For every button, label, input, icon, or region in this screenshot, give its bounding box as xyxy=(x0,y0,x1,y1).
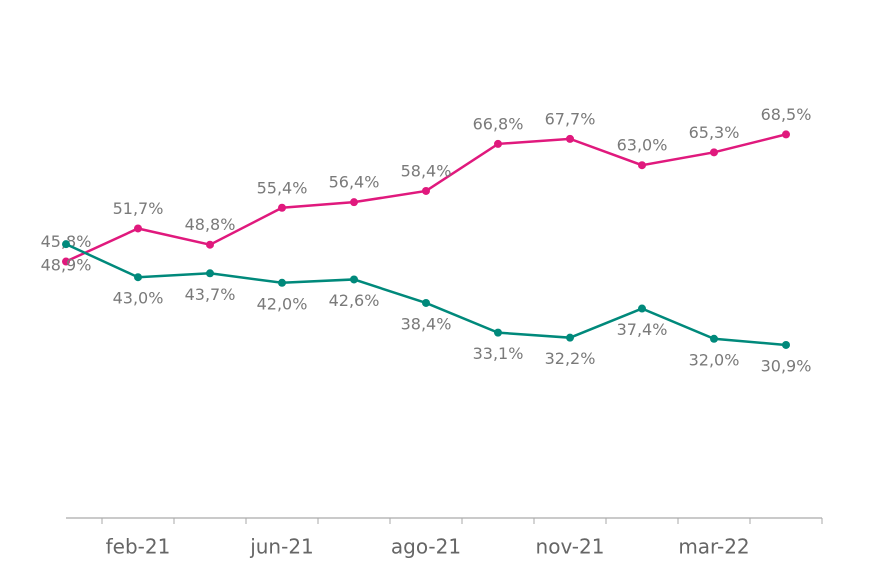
value-label: 66,8% xyxy=(473,114,524,133)
point xyxy=(638,161,646,170)
value-label: 48,9% xyxy=(41,256,92,275)
x-tick-label: ago-21 xyxy=(391,535,461,559)
value-label: 68,5% xyxy=(761,105,812,124)
point xyxy=(206,240,214,249)
value-label: 58,4% xyxy=(401,161,452,180)
point xyxy=(710,148,718,157)
value-label: 33,1% xyxy=(473,344,524,363)
value-label: 56,4% xyxy=(329,173,380,192)
x-tick-label: feb-21 xyxy=(106,535,171,559)
value-label: 43,0% xyxy=(113,289,164,308)
value-label: 38,4% xyxy=(401,314,452,333)
x-tick-label: nov-21 xyxy=(536,535,605,559)
point xyxy=(134,224,142,233)
line xyxy=(65,133,787,263)
value-label: 63,0% xyxy=(617,136,668,155)
point xyxy=(494,328,502,337)
value-label: 32,2% xyxy=(545,349,596,368)
point xyxy=(62,257,70,266)
point xyxy=(782,130,790,139)
value-label: 55,4% xyxy=(257,178,308,197)
value-label: 30,9% xyxy=(761,356,812,375)
value-label: 32,0% xyxy=(689,350,740,369)
point xyxy=(278,278,286,287)
value-label: 42,6% xyxy=(329,291,380,310)
point xyxy=(566,333,574,342)
point xyxy=(206,269,214,278)
x-tick-label: jun-21 xyxy=(249,535,314,559)
point xyxy=(494,139,502,148)
value-label: 42,0% xyxy=(257,294,308,313)
point xyxy=(782,340,790,349)
point xyxy=(638,304,646,313)
point xyxy=(566,134,574,143)
value-label: 37,4% xyxy=(617,320,668,339)
value-label: 65,3% xyxy=(689,123,740,142)
value-label: 43,7% xyxy=(185,285,236,304)
x-tick-label: mar-22 xyxy=(678,535,749,559)
point xyxy=(350,198,358,207)
point xyxy=(710,334,718,343)
point xyxy=(134,273,142,282)
value-label: 67,7% xyxy=(545,109,596,128)
value-label: 51,7% xyxy=(113,199,164,218)
point xyxy=(350,275,358,284)
value-label: 48,8% xyxy=(185,215,236,234)
point xyxy=(62,240,70,249)
point xyxy=(278,203,286,212)
point xyxy=(422,186,430,195)
point xyxy=(422,298,430,307)
